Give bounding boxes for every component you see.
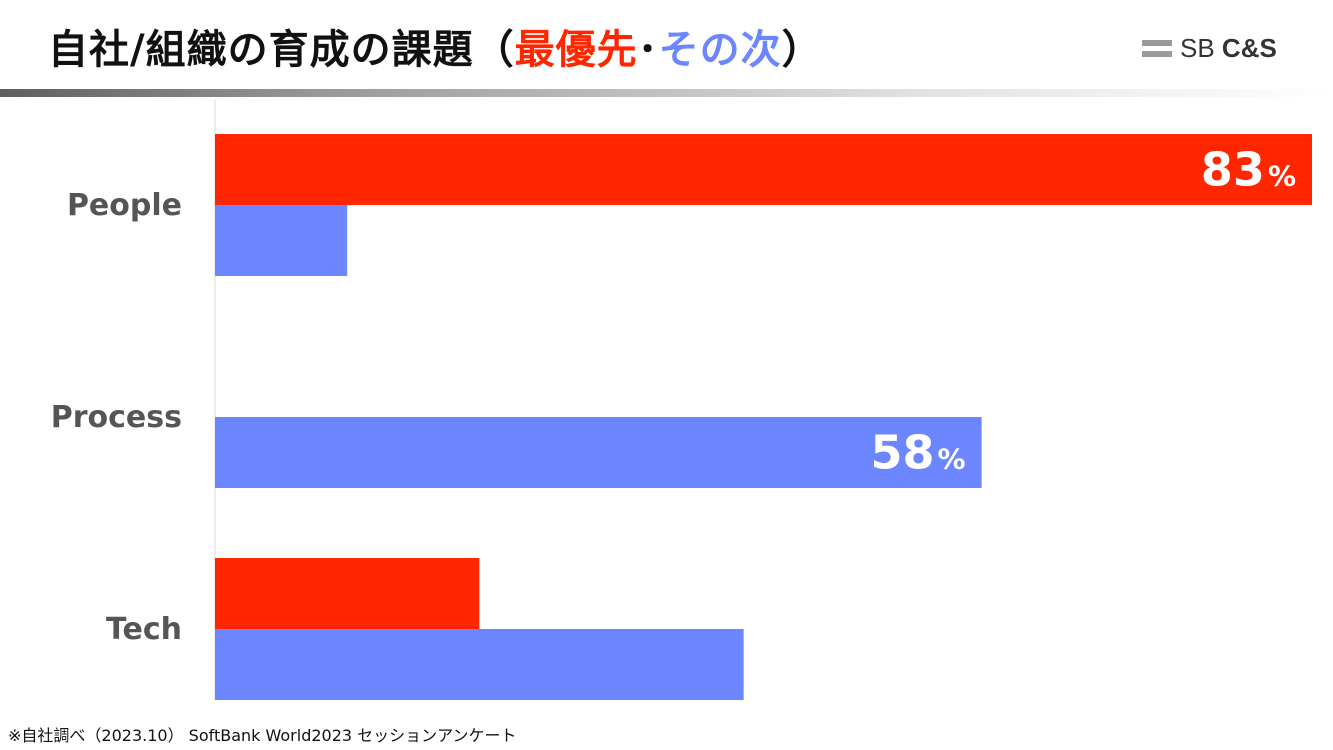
logo-text: SB C&S <box>1180 33 1277 64</box>
title-suffix: ） <box>781 27 823 73</box>
logo-bars-icon <box>1142 39 1172 57</box>
logo-text-light: SB <box>1180 32 1222 63</box>
company-logo: SB C&S <box>1142 30 1277 66</box>
bar-tech-series-1 <box>215 558 480 629</box>
title-prefix: 自社/組織の育成の課題（ <box>48 27 515 73</box>
category-label-people: People <box>67 188 182 223</box>
bar-people-series-1 <box>215 134 1312 205</box>
category-label-process: Process <box>51 400 182 435</box>
bar-people-series-2 <box>215 205 348 276</box>
title-separator: ･ <box>637 27 659 73</box>
footnote: ※自社調べ（2023.10） SoftBank World2023 セッションア… <box>8 726 517 745</box>
title-divider <box>0 89 1333 97</box>
title-highlight-secondary: その次 <box>658 27 782 73</box>
title-highlight-primary: 最優先 <box>514 27 638 73</box>
data-label-people: 83% <box>1201 143 1296 197</box>
bar-tech-series-2 <box>215 629 744 700</box>
category-label-tech: Tech <box>106 612 182 647</box>
bar-process-series-2 <box>215 417 982 488</box>
logo-text-bold: C&S <box>1221 32 1277 63</box>
data-label-process: 58% <box>871 426 966 480</box>
page-title: 自社/組織の育成の課題（最優先･その次） <box>48 18 823 82</box>
